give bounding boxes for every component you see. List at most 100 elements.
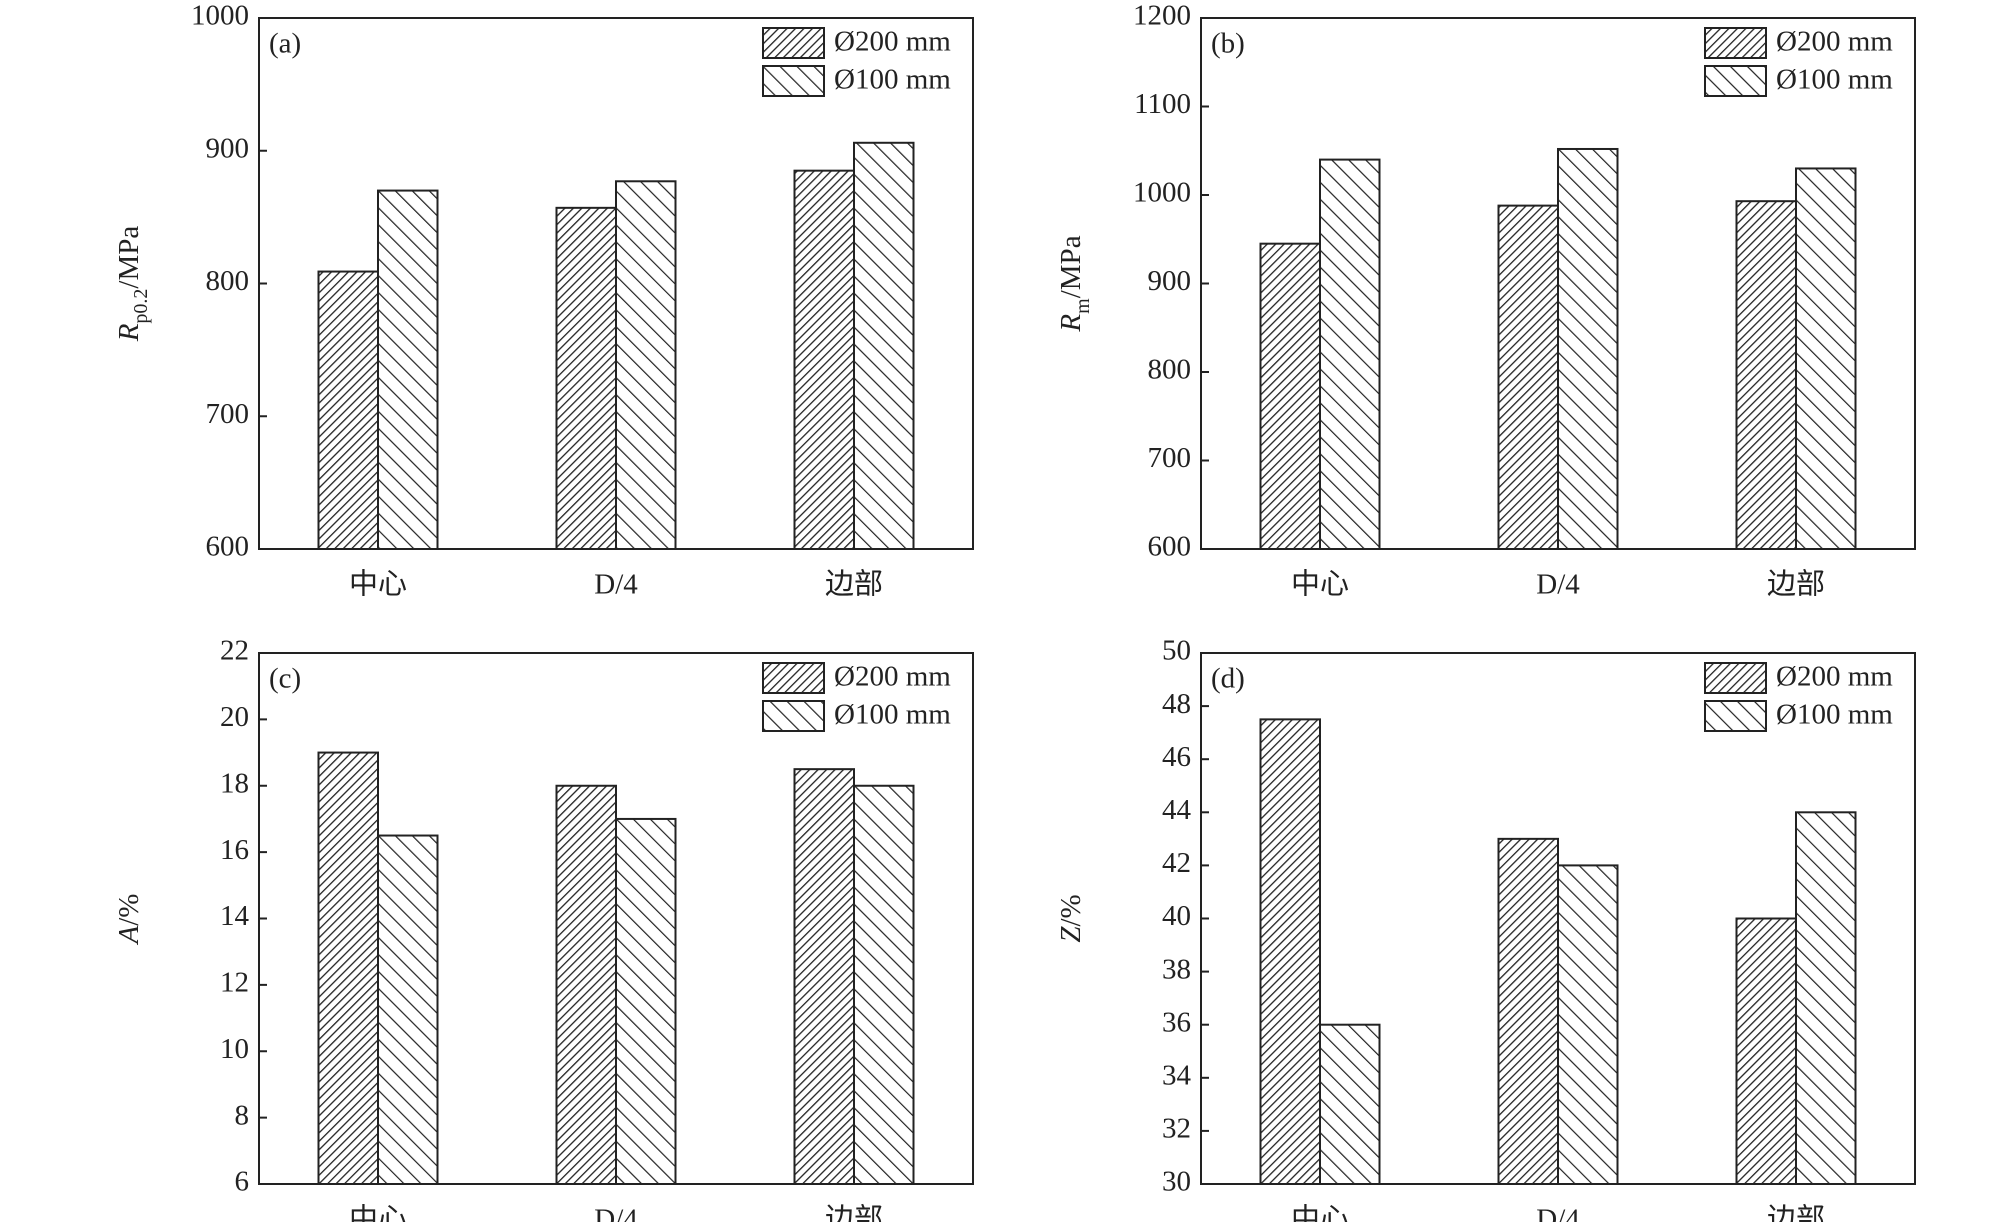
y-tick-label: 32 xyxy=(1162,1113,1191,1145)
legend-label: Ø200 mm xyxy=(1776,26,1893,58)
legend-swatch xyxy=(1704,662,1767,694)
panel-label: (d) xyxy=(1211,663,1245,695)
y-axis-label-part: m xyxy=(1072,298,1094,314)
legend-swatch xyxy=(1704,65,1767,97)
y-tick-label: 6 xyxy=(235,1166,250,1198)
legend-label: Ø100 mm xyxy=(834,699,951,731)
bar xyxy=(1557,147,1619,550)
bar xyxy=(1795,167,1857,550)
bar xyxy=(793,768,855,1185)
y-tick-label: 36 xyxy=(1162,1006,1191,1038)
y-tick-label: 1000 xyxy=(1133,177,1191,209)
y-tick-label: 1200 xyxy=(1133,0,1191,32)
y-tick-label: 1100 xyxy=(1134,88,1191,120)
x-tick-label: 边部 xyxy=(825,568,883,601)
bar xyxy=(1735,917,1797,1185)
y-tick-label: 700 xyxy=(206,398,250,430)
y-tick-label: 22 xyxy=(220,635,249,667)
bar xyxy=(853,141,915,550)
y-tick-label: 14 xyxy=(220,900,250,932)
bar xyxy=(317,751,379,1185)
x-tick-label: 中心 xyxy=(1291,568,1349,601)
y-axis-label: Rp0.2/MPa xyxy=(113,226,152,343)
y-axis-label: Z/% xyxy=(1055,894,1087,942)
bar xyxy=(555,784,617,1185)
x-tick-label: D/4 xyxy=(594,1204,638,1222)
bar xyxy=(555,206,617,551)
legend-swatch xyxy=(1704,27,1767,59)
y-tick-label: 900 xyxy=(206,132,250,164)
y-tick-label: 44 xyxy=(1162,794,1192,826)
y-axis-label: Rm/MPa xyxy=(1055,235,1094,332)
y-axis-label-part: /% xyxy=(113,894,145,926)
bar xyxy=(1319,158,1381,550)
bar xyxy=(1259,242,1321,551)
bar xyxy=(377,189,439,550)
bar xyxy=(1259,718,1321,1185)
y-tick-label: 16 xyxy=(220,834,249,866)
y-tick-label: 1000 xyxy=(191,0,249,32)
bar xyxy=(1557,864,1619,1186)
bar xyxy=(1795,811,1857,1185)
y-axis-label-part: /MPa xyxy=(113,226,145,289)
y-axis-label-part: A xyxy=(113,925,145,945)
panel-label: (c) xyxy=(269,663,301,695)
legend-label: Ø200 mm xyxy=(834,26,951,58)
bar xyxy=(793,169,855,550)
y-tick-label: 40 xyxy=(1162,900,1191,932)
legend-swatch xyxy=(1704,700,1767,732)
y-tick-label: 34 xyxy=(1162,1059,1192,1091)
bar xyxy=(1497,837,1559,1185)
x-tick-label: 边部 xyxy=(1767,1203,1825,1222)
bar xyxy=(377,834,439,1185)
chart-panel: 600 700 800 900 1000 中心 D/4 边部 Rp0.2/MPa (a) Ø200 … xyxy=(113,0,974,601)
x-tick-label: D/4 xyxy=(1536,1204,1580,1222)
y-tick-label: 12 xyxy=(220,967,249,999)
y-tick-label: 18 xyxy=(220,767,249,799)
legend-label: Ø200 mm xyxy=(1776,661,1893,693)
bar xyxy=(1319,1023,1381,1185)
bar xyxy=(1735,200,1797,550)
y-tick-label: 600 xyxy=(1148,531,1192,563)
y-axis-label-part: R xyxy=(1055,314,1087,333)
y-tick-label: 8 xyxy=(235,1099,250,1131)
y-axis-label-part: /% xyxy=(1055,894,1087,926)
y-tick-label: 800 xyxy=(206,265,250,297)
chart-panel: 600 700 800 900 1000 1100 1200 中心 D/4 边部 Rm/MPa (b)… xyxy=(1055,0,1916,601)
y-tick-label: 38 xyxy=(1162,953,1191,985)
y-tick-label: 50 xyxy=(1162,635,1191,667)
y-tick-label: 42 xyxy=(1162,847,1191,879)
y-tick-label: 800 xyxy=(1148,354,1192,386)
y-tick-label: 900 xyxy=(1148,265,1192,297)
y-tick-label: 48 xyxy=(1162,688,1191,720)
legend-label: Ø200 mm xyxy=(834,661,951,693)
bar xyxy=(615,180,677,550)
x-tick-label: D/4 xyxy=(1536,569,1580,601)
bar xyxy=(615,817,677,1185)
y-axis-label-part: Z xyxy=(1055,926,1087,943)
bar xyxy=(1497,204,1559,550)
chart-panel: 30 32 34 36 38 40 42 44 46 48 50 中心 D/4 边部 Z/% (d) Ø200 … xyxy=(1055,635,1916,1227)
legend-swatch xyxy=(762,65,825,97)
legend-label: Ø100 mm xyxy=(1776,699,1893,731)
y-axis-label-part: /MPa xyxy=(1055,235,1087,298)
legend-label: Ø100 mm xyxy=(834,64,951,96)
legend-swatch xyxy=(762,700,825,732)
y-tick-label: 700 xyxy=(1148,442,1192,474)
panel-label: (b) xyxy=(1211,28,1245,60)
bar xyxy=(317,270,379,550)
y-tick-label: 30 xyxy=(1162,1166,1191,1198)
y-axis-label-part: R xyxy=(113,323,145,342)
chart-panel: 6 8 10 12 14 16 18 20 22 中心 D/4 边部 A/% (c) Ø200 mm Ø100… xyxy=(113,635,974,1227)
panel-label: (a) xyxy=(269,28,301,60)
y-axis-label: A/% xyxy=(113,894,145,946)
y-tick-label: 10 xyxy=(220,1033,249,1065)
legend-swatch xyxy=(762,27,825,59)
x-tick-label: 边部 xyxy=(825,1203,883,1222)
x-tick-label: 中心 xyxy=(1291,1203,1349,1222)
y-tick-label: 600 xyxy=(206,531,250,563)
legend-swatch xyxy=(762,662,825,694)
x-tick-label: D/4 xyxy=(594,569,638,601)
